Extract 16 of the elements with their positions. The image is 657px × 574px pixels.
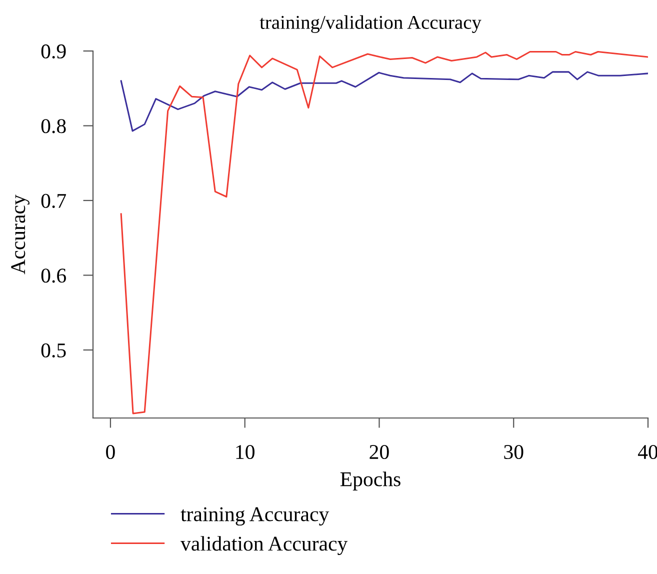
y-tick-label: 0.6 [41,268,66,283]
x-axis-title: Epochs [340,472,400,491]
x-tick-label: 30 [504,444,524,460]
y-tick-label: 0.7 [41,194,66,208]
line-series [120,71,648,132]
line-series [120,51,648,414]
y-tick-label: 0.8 [41,119,66,134]
x-tick-label: 20 [370,444,389,460]
chart-title: training/validation Accuracy [260,15,482,33]
x-tick-label: 0 [106,444,115,460]
legend-label: validation Accuracy [180,536,348,556]
legend-label: training Accuracy [180,507,330,526]
y-axis-title: Accuracy [11,194,30,274]
x-tick-label: 10 [236,444,254,460]
y-tick-label: 0.9 [41,44,66,59]
y-tick-label: 0.5 [41,343,66,358]
